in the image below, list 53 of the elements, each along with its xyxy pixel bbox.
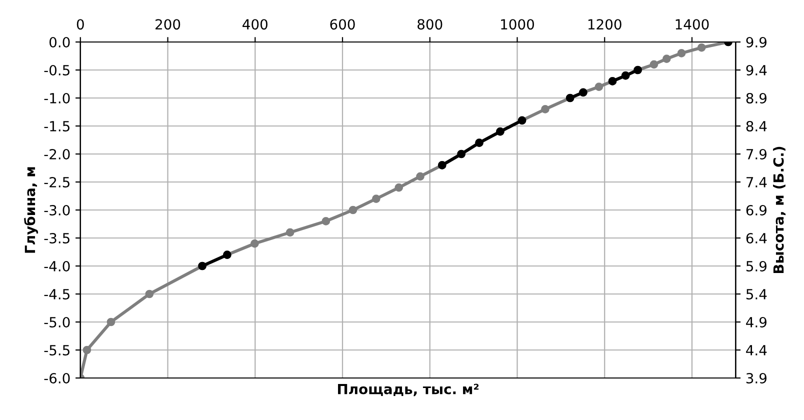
point [145,290,154,298]
x-tick-label: 600 [330,19,355,30]
y-tick-label: 0.0 [50,36,70,48]
y2-tick-label: 9.4 [746,64,767,76]
y-tick-label: -3.5 [44,232,70,244]
point [348,206,358,214]
y-tick-label: -2.0 [44,148,70,160]
y2-tick-label: 8.9 [746,92,766,104]
x-tick-label: 1200 [588,19,622,30]
point [594,82,604,91]
y-tick-label: -3.0 [44,204,70,216]
point [372,194,380,203]
point [677,49,686,58]
x-axis-title: Площадь, тыс. м² [338,384,479,396]
y2-tick-label: 7.9 [746,148,766,160]
y-tick-label: -2.5 [44,176,70,188]
y2-tick-label: 6.4 [746,232,767,244]
y-tick-label: -0.5 [44,64,70,76]
point [541,105,550,114]
y-tick-label: -5.5 [44,345,70,356]
y2-tick-label: 8.4 [746,120,767,132]
y2-tick-label: 6.9 [746,204,766,216]
y2-tick-label: 7.4 [746,177,767,188]
y2-tick-label: 5.9 [746,260,766,272]
x-tick-label: 200 [156,19,180,30]
y-tick-label: -4.5 [44,289,70,300]
y2-tick-label: 5.4 [746,289,767,300]
point [662,54,671,63]
y-tick-label: -1.0 [44,92,70,104]
x-tick-label: 800 [418,19,442,30]
x-tick-label: 0 [76,19,84,30]
y-tick-label: -5.0 [44,316,70,328]
y-tick-label: -4.0 [44,260,70,272]
y-tick-label: -1.5 [44,121,70,132]
point [322,217,330,226]
y-axis-title: Глубина, м [24,167,38,253]
x-tick-label: 400 [242,19,268,30]
point [250,239,259,248]
y-tick-label: -6.0 [44,372,70,384]
y2-tick-label: 3.9 [746,372,766,384]
y2-axis-title: Высота, м (Б.С.) [773,146,786,274]
y2-tick-label: 4.4 [746,345,767,356]
y2-tick-label: 4.9 [746,316,766,328]
point [697,43,706,52]
y2-tick-label: 9.9 [746,36,766,48]
x-tick-label: 1000 [501,19,534,30]
point [394,183,404,192]
x-tick-label: 1400 [676,19,709,30]
point [286,228,294,237]
point [416,172,424,181]
point [650,60,658,69]
point [106,318,116,326]
point [82,346,92,354]
